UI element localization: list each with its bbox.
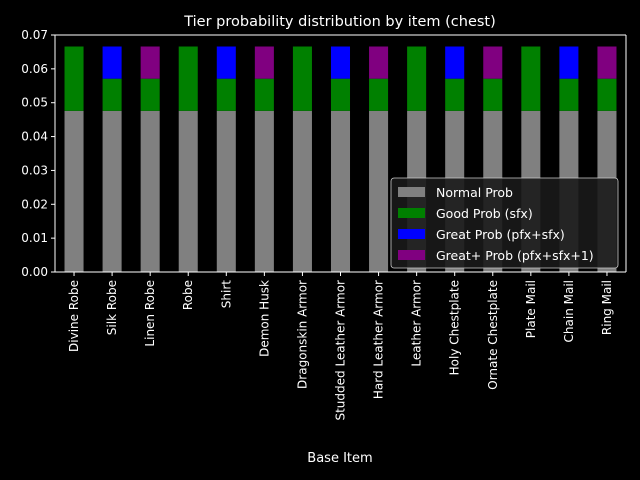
bar-segment-series-0 xyxy=(292,110,312,272)
x-tick-label: Holy Chestplate xyxy=(448,280,462,375)
x-tick-label: Studded Leather Armor xyxy=(334,280,348,421)
bar-segment-series-0 xyxy=(216,110,236,272)
x-tick-label: Divine Robe xyxy=(67,280,81,352)
x-tick-label: Hard Leather Armor xyxy=(372,280,386,399)
x-tick-label: Robe xyxy=(181,280,195,310)
bar-segment-series-0 xyxy=(330,110,351,272)
x-tick-label: Ring Mail xyxy=(600,280,614,335)
bar-segment-series-1 xyxy=(140,78,160,111)
x-tick-label: Leather Armor xyxy=(410,280,424,367)
bar-segment-series-1 xyxy=(216,78,236,111)
bar-segment-series-2 xyxy=(445,46,465,79)
x-tick-label: Plate Mail xyxy=(524,280,538,338)
bar-segment-series-3 xyxy=(369,46,389,79)
legend-label: Great+ Prob (pfx+sfx+1) xyxy=(436,248,594,263)
y-tick-label: 0.04 xyxy=(21,130,48,144)
legend-label: Normal Prob xyxy=(436,185,513,200)
legend-label: Good Prob (sfx) xyxy=(436,206,533,221)
y-tick-label: 0.03 xyxy=(21,163,48,177)
bar-segment-series-1 xyxy=(407,46,427,111)
bar-segment-series-1 xyxy=(521,46,541,111)
bar-segment-series-2 xyxy=(102,46,122,79)
bar-segment-series-2 xyxy=(559,46,579,79)
bar-segment-series-0 xyxy=(369,110,389,272)
y-tick-label: 0.06 xyxy=(21,62,48,76)
legend-label: Great Prob (pfx+sfx) xyxy=(436,227,565,242)
bar-segment-series-1 xyxy=(483,78,503,111)
y-tick-label: 0.05 xyxy=(21,96,48,110)
x-tick-label: Shirt xyxy=(219,280,233,308)
bar-segment-series-2 xyxy=(216,46,236,79)
bar-segment-series-3 xyxy=(483,46,503,79)
bar-segment-series-3 xyxy=(140,46,160,79)
x-tick-label: Silk Robe xyxy=(105,280,119,335)
y-tick-label: 0.02 xyxy=(21,197,48,211)
bar-segment-series-1 xyxy=(64,46,84,111)
x-tick-label: Dragonskin Armor xyxy=(295,280,309,389)
bar-segment-series-0 xyxy=(140,110,160,272)
y-tick-label: 0.00 xyxy=(21,265,48,279)
bar-segment-series-1 xyxy=(445,78,465,111)
bar-segment-series-0 xyxy=(102,110,122,272)
bar-segment-series-1 xyxy=(330,78,351,111)
legend: Normal Prob Good Prob (sfx) Great Prob (pf… xyxy=(390,177,619,269)
bar-segment-series-0 xyxy=(178,110,198,272)
bar-segment-series-2 xyxy=(330,46,351,79)
bar-segment-series-0 xyxy=(64,110,84,272)
bar-segment-series-1 xyxy=(597,78,617,111)
bar-segment-series-1 xyxy=(178,46,198,111)
x-tick-label: Chain Mail xyxy=(562,280,576,342)
x-tick-label: Ornate Chestplate xyxy=(486,280,500,390)
legend-swatch xyxy=(398,187,425,197)
x-tick-label: Linen Robe xyxy=(143,280,157,347)
bar-segment-series-1 xyxy=(559,78,579,111)
bar-segment-series-3 xyxy=(597,46,617,79)
y-tick-label: 0.07 xyxy=(21,28,48,42)
legend-swatch xyxy=(398,229,425,239)
bar-segment-series-1 xyxy=(102,78,122,111)
bar-segment-series-3 xyxy=(254,46,274,79)
legend-swatch xyxy=(398,250,425,260)
bar-segment-series-1 xyxy=(254,78,274,111)
bar-segment-series-1 xyxy=(369,78,389,111)
bar-segment-series-1 xyxy=(292,46,312,111)
x-tick-label: Demon Husk xyxy=(257,280,271,357)
bar-segment-series-0 xyxy=(254,110,274,272)
plot-area: 0.00 0.01 0.02 0.03 0.04 0.05 0.06 0.07 Divine R… xyxy=(21,28,627,421)
legend-swatch xyxy=(398,208,425,218)
legend-box xyxy=(390,177,619,269)
x-axis-label: Base Item xyxy=(307,451,372,466)
chart-title: Tier probability distribution by item (c… xyxy=(183,14,496,30)
y-tick-label: 0.01 xyxy=(21,231,48,245)
